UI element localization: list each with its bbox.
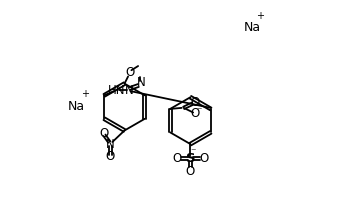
Text: S: S — [186, 152, 195, 165]
Text: +: + — [257, 11, 264, 21]
Text: O: O — [100, 127, 109, 140]
Text: O: O — [190, 96, 199, 109]
Text: O: O — [199, 152, 208, 165]
Text: O: O — [125, 66, 134, 79]
Text: +: + — [81, 89, 89, 99]
Text: Na: Na — [68, 99, 85, 113]
Text: O: O — [186, 165, 195, 178]
Text: Na: Na — [244, 21, 261, 34]
Text: N: N — [124, 84, 133, 97]
Text: O: O — [172, 152, 181, 165]
Text: HN: HN — [107, 84, 125, 97]
Text: N: N — [137, 76, 145, 89]
Text: O: O — [191, 107, 200, 120]
Text: N: N — [106, 138, 115, 151]
Text: O: O — [106, 150, 115, 163]
Text: ⁻: ⁻ — [191, 147, 196, 157]
Text: ⁻: ⁻ — [197, 106, 202, 116]
